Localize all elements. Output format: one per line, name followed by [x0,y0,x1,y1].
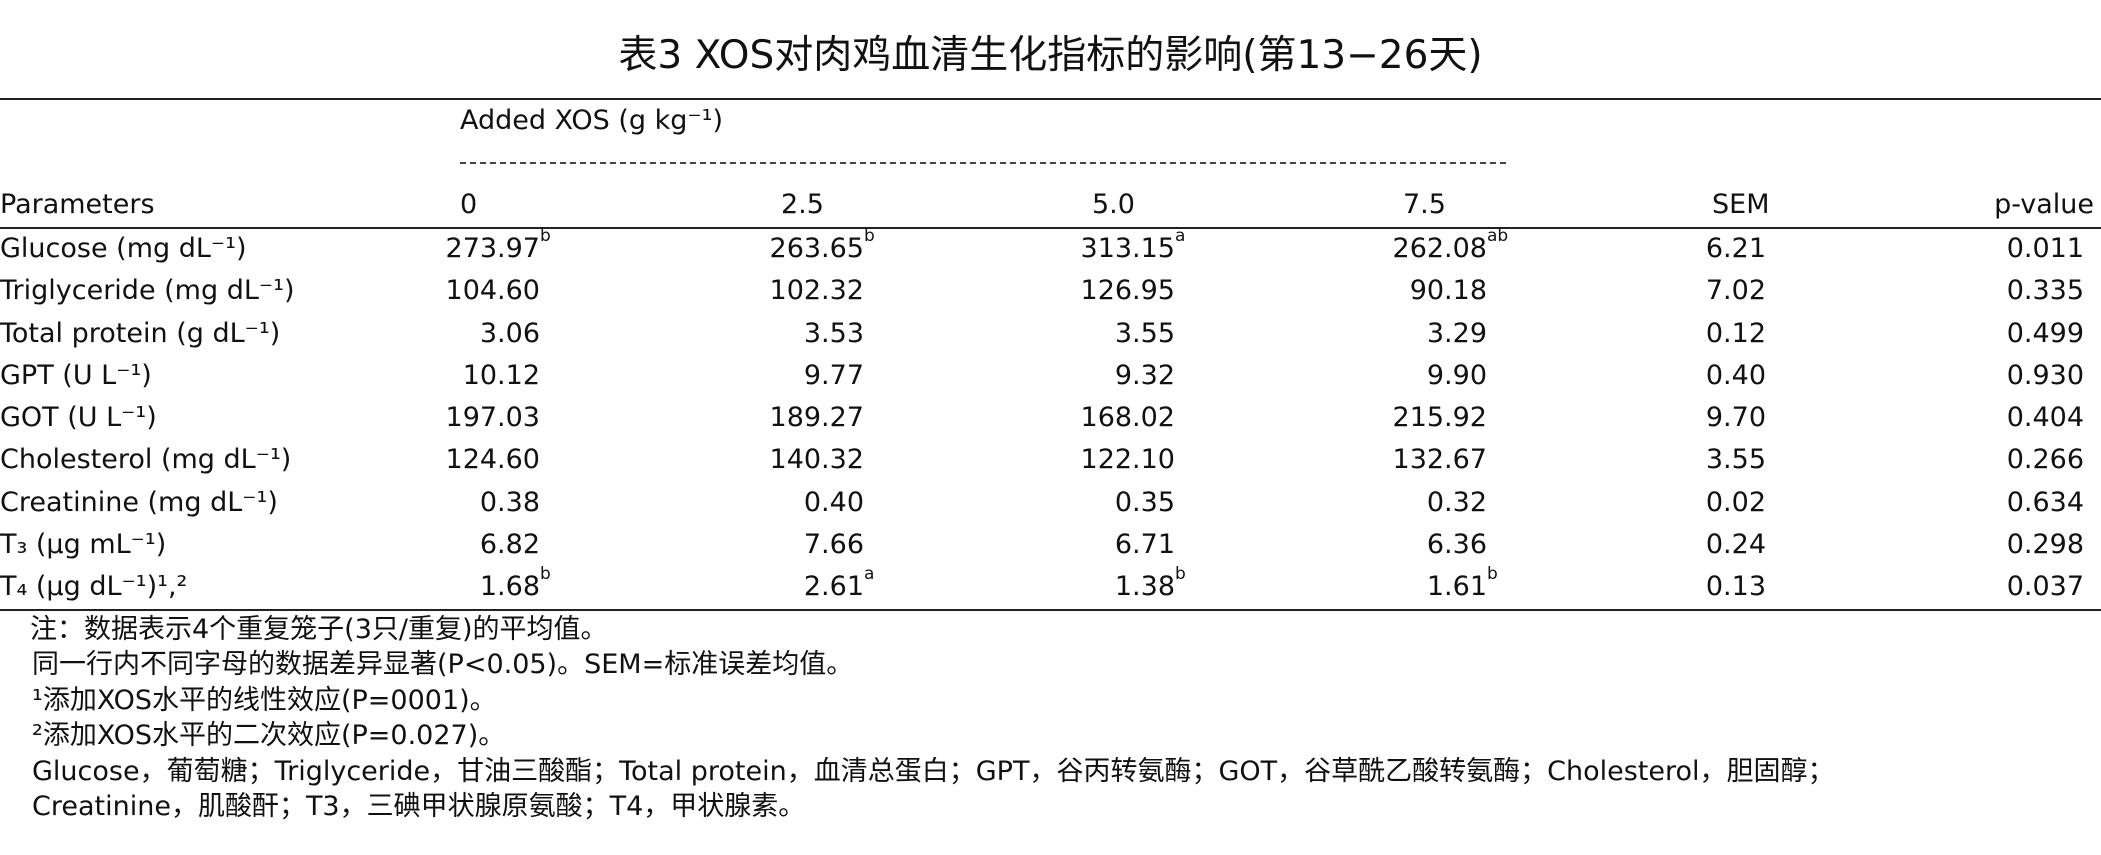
footnote: Glucose，葡萄糖；Triglyceride，甘油三酸酯；Total pro… [32,755,1835,787]
cell-value: 1.61 b [1426,564,1498,602]
cell-value: 10.12 [462,359,540,391]
column-header: 5.0 [1092,189,1135,220]
superscript: b [540,226,551,246]
p-value: 0.266 [2006,444,2084,476]
cell-value: 215.92 [1392,402,1487,433]
cell-value: 262.08 ab [1392,226,1509,264]
row-label: Cholesterol (mg dL⁻¹) [0,444,292,476]
cell-value: 2.61 a [803,564,875,602]
cell-value: 0.35 [1114,486,1175,518]
cell-value: 140.32 [769,444,864,476]
row-label: GOT (U L⁻¹) [0,402,157,433]
row-label: T₃ (μg mL⁻¹) [0,528,167,560]
cell-value: 168.02 [1080,402,1175,433]
column-header: 7.5 [1403,189,1446,220]
footnote: 同一行内不同字母的数据差异显著(P<0.05)。SEM=标准误差均值。 [32,649,854,681]
footnote: ²添加XOS水平的二次效应(P=0.027)。 [32,720,506,752]
sem-value: 0.24 [1705,528,1766,560]
cell-value: 9.90 [1426,359,1487,391]
column-header: 2.5 [781,189,824,220]
cell-value: 126.95 [1080,275,1175,307]
cell-value: 6.82 [479,528,540,560]
row-label: Total protein (g dL⁻¹) [0,317,281,349]
cell-value: 263.65 b [769,226,875,264]
cell-value: 313.15 a [1080,226,1186,264]
column-header: 0 [460,189,478,220]
superscript: b [1487,564,1498,584]
cell-value: 273.97 b [445,226,551,264]
cell-value: 3.53 [803,317,864,349]
sem-value: 7.02 [1705,275,1766,307]
cell-value: 6.36 [1426,528,1487,560]
cell-value: 9.32 [1114,359,1175,391]
cell-value: 124.60 [445,444,540,476]
cell-value: 1.68 b [479,564,551,602]
column-header: SEM [1712,189,1770,220]
sem-value: 0.12 [1705,317,1766,349]
row-label: Triglyceride (mg dL⁻¹) [0,275,295,307]
sem-value: 0.40 [1705,359,1766,391]
p-value: 0.404 [2006,402,2084,433]
column-header: p-value [1994,189,2094,220]
row-label: GPT (U L⁻¹) [0,359,152,391]
cell-value: 9.77 [803,359,864,391]
footnote: 注：数据表示4个重复笼子(3只/重复)的平均值。 [30,614,608,645]
p-value: 0.499 [2006,317,2084,349]
sem-value: 3.55 [1705,444,1766,476]
p-value: 0.037 [2006,571,2084,602]
cell-value: 0.40 [803,486,864,518]
cell-value: 197.03 [445,402,540,433]
table-title: 表3 XOS对肉鸡血清生化指标的影响(第13−26天) [618,33,1483,78]
cell-value: 6.71 [1114,528,1175,560]
cell-value: 189.27 [769,402,864,433]
cell-value: 90.18 [1409,275,1487,307]
row-label: Creatinine (mg dL⁻¹) [0,486,278,518]
cell-value: 3.29 [1426,317,1487,349]
cell-value: 122.10 [1080,444,1175,476]
superscript: a [1175,226,1186,246]
cell-value: 0.32 [1426,486,1487,518]
row-label: T₄ (μg dL⁻¹)¹,² [0,571,188,602]
superscript: b [864,226,875,246]
sem-value: 0.13 [1705,571,1766,602]
footnote: ¹添加XOS水平的线性效应(P=0001)。 [32,684,497,716]
cell-value: 0.38 [479,486,540,518]
bottom-rule [0,609,2101,611]
superscript: a [864,564,875,584]
superscript: b [1175,564,1186,584]
cell-value: 1.38 b [1114,564,1186,602]
sem-value: 6.21 [1705,233,1766,264]
cell-value: 102.32 [769,275,864,307]
p-value: 0.634 [2006,486,2084,518]
row-label: Glucose (mg dL⁻¹) [0,233,247,264]
p-value: 0.930 [2006,359,2084,391]
p-value: 0.011 [2006,233,2084,264]
footnote: Creatinine，肌酸酐；T3，三碘甲状腺原氨酸；T4，甲状腺素。 [32,791,806,822]
cell-value: 104.60 [445,275,540,307]
cell-value: 3.06 [479,317,540,349]
superscript: ab [1487,226,1509,246]
group-rule [460,162,1506,164]
p-value: 0.298 [2006,528,2084,560]
cell-value: 7.66 [803,528,864,560]
group-header: Added XOS (g kg⁻¹) [460,105,723,136]
top-rule [0,98,2101,100]
cell-value: 132.67 [1392,444,1487,476]
cell-value: 3.55 [1114,317,1175,349]
header-rule [0,227,2101,229]
superscript: b [540,564,551,584]
sem-value: 9.70 [1705,402,1766,433]
p-value: 0.335 [2006,275,2084,307]
column-header: Parameters [0,189,155,220]
sem-value: 0.02 [1705,486,1766,518]
